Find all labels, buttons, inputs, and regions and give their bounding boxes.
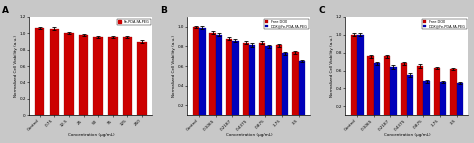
Bar [351,35,357,124]
Bar [226,39,232,125]
Bar [35,28,45,115]
Bar [123,37,132,115]
Legend: Free DOX, DOX@Fe-PDA-FA-PEG: Free DOX, DOX@Fe-PDA-FA-PEG [422,19,467,29]
Bar [232,41,238,125]
Bar [384,56,390,124]
X-axis label: Concentration (μg/mL): Concentration (μg/mL) [226,133,272,137]
Text: B: B [160,6,167,15]
X-axis label: Concentration (μg/mL): Concentration (μg/mL) [383,133,430,137]
Bar [259,42,265,125]
Bar [265,46,272,125]
Bar [450,69,456,124]
Bar [64,33,73,115]
Bar [108,37,118,115]
Bar [276,45,282,125]
Bar [193,27,199,125]
Bar [137,42,147,115]
Bar [210,33,216,125]
Bar [390,67,397,124]
Y-axis label: Normalized Cell Viability (a.u.): Normalized Cell Viability (a.u.) [330,35,334,97]
Legend: Fe-PDA-FA-PEG: Fe-PDA-FA-PEG [118,19,151,25]
Bar [423,81,430,124]
Bar [456,83,463,124]
Text: A: A [2,6,9,15]
Bar [401,63,407,124]
X-axis label: Concentration (μg/mL): Concentration (μg/mL) [68,133,114,137]
Bar [249,45,255,125]
Bar [440,82,447,124]
Bar [216,35,222,125]
Bar [374,63,380,124]
Bar [367,56,374,124]
Bar [292,52,299,125]
Bar [299,61,305,125]
Text: C: C [318,6,325,15]
Bar [357,35,364,124]
Y-axis label: Normalized Cell Viability (a.u.): Normalized Cell Viability (a.u.) [172,35,176,97]
Bar [282,53,288,125]
Bar [50,29,59,115]
Bar [417,66,423,124]
Bar [79,35,88,115]
Bar [93,37,103,115]
Bar [434,68,440,124]
Y-axis label: Normalized Cell Viability (a.u.): Normalized Cell Viability (a.u.) [14,35,18,97]
Bar [407,75,413,124]
Bar [243,42,249,125]
Legend: Free DOX, DOX@Fe-PDA-FA-PEG: Free DOX, DOX@Fe-PDA-FA-PEG [264,19,309,29]
Bar [199,28,206,125]
